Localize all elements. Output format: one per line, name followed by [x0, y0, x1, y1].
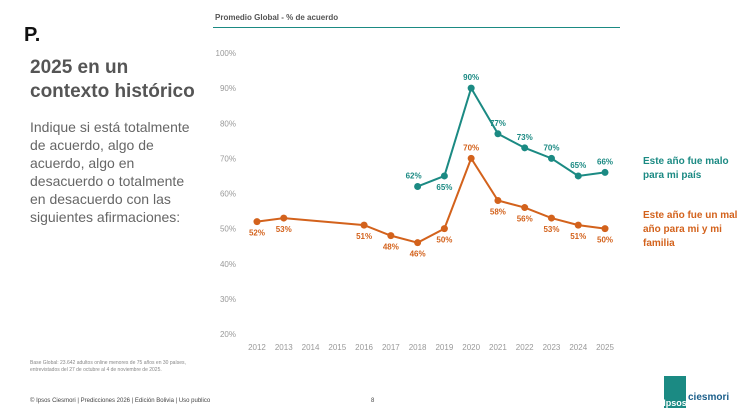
legend-entry: Este año fue malo para mi país	[643, 156, 729, 181]
data-point	[547, 154, 555, 162]
x-tick-label: 2021	[489, 343, 507, 352]
data-point	[574, 221, 582, 229]
footer: © Ipsos Ciesmori | Predicciones 2026 | E…	[30, 398, 211, 404]
x-tick-label: 2016	[355, 343, 373, 352]
data-label: 52%	[249, 229, 265, 238]
x-tick-label: 2012	[248, 343, 266, 352]
x-tick-label: 2022	[516, 343, 534, 352]
data-point	[360, 221, 368, 229]
heading: 2025 en un contexto histórico	[30, 57, 195, 102]
data-label: 48%	[383, 243, 399, 252]
data-point	[280, 214, 288, 222]
data-label: 62%	[406, 171, 422, 180]
x-tick-label: 2014	[302, 343, 320, 352]
chart-title: Promedio Global - % de acuerdo	[215, 13, 339, 22]
data-point	[387, 232, 395, 240]
data-point	[601, 225, 609, 233]
x-tick-label: 2023	[543, 343, 561, 352]
data-point	[253, 218, 261, 226]
data-label: 56%	[517, 215, 533, 224]
y-tick-label: 20%	[220, 330, 236, 339]
data-point	[414, 182, 422, 190]
data-point	[601, 168, 609, 176]
data-point	[414, 239, 422, 247]
data-label: 65%	[570, 161, 586, 170]
x-tick-label: 2015	[328, 343, 346, 352]
x-tick-label: 2019	[435, 343, 453, 352]
data-point	[440, 225, 448, 233]
page-number: 8	[371, 398, 375, 404]
data-label: 66%	[597, 157, 613, 166]
x-tick-label: 2024	[569, 343, 587, 352]
title-rule	[213, 27, 620, 28]
x-tick-label: 2018	[409, 343, 427, 352]
data-label: 58%	[490, 208, 506, 217]
question: Indique si está totalmente de acuerdo, a…	[30, 119, 190, 225]
data-label: 70%	[543, 143, 559, 152]
data-label: 53%	[543, 225, 559, 234]
data-label: 53%	[276, 225, 292, 234]
data-point	[521, 204, 529, 212]
data-label: 50%	[597, 236, 613, 245]
y-tick-label: 60%	[220, 190, 236, 199]
data-label: 70%	[463, 143, 479, 152]
y-tick-label: 50%	[220, 225, 236, 234]
y-tick-label: 80%	[220, 119, 236, 128]
data-label: 73%	[517, 133, 533, 142]
data-point	[467, 84, 475, 92]
legend-entry: Este año fue un mal año para mi y mi fam…	[643, 210, 738, 249]
data-point	[521, 144, 529, 152]
y-tick-label: 30%	[220, 295, 236, 304]
data-point	[440, 172, 448, 180]
base-note: Base Global: 23.642 adultos online menor…	[30, 360, 186, 373]
logo-mark: P.	[24, 24, 41, 46]
x-tick-label: 2025	[596, 343, 614, 352]
data-point	[547, 214, 555, 222]
x-tick-label: 2017	[382, 343, 400, 352]
data-point	[574, 172, 582, 180]
data-label: 51%	[356, 232, 372, 241]
data-point	[467, 154, 475, 162]
data-label: 50%	[436, 236, 452, 245]
y-tick-label: 100%	[216, 49, 236, 58]
series-line	[417, 85, 606, 188]
x-tick-label: 2013	[275, 343, 293, 352]
data-label: 46%	[410, 250, 426, 259]
x-tick-label: 2020	[462, 343, 480, 352]
data-label: 51%	[570, 232, 586, 241]
y-tick-label: 70%	[220, 154, 236, 163]
data-point	[494, 130, 502, 138]
brand-left: Ipsos	[663, 376, 687, 408]
y-tick-label: 40%	[220, 260, 236, 269]
data-label: 90%	[463, 73, 479, 82]
data-label: 77%	[490, 119, 506, 128]
brand-right: ciesmori	[688, 392, 730, 403]
data-label: 65%	[436, 183, 452, 192]
data-point	[494, 197, 502, 205]
y-tick-label: 90%	[220, 84, 236, 93]
series-line	[256, 156, 606, 244]
